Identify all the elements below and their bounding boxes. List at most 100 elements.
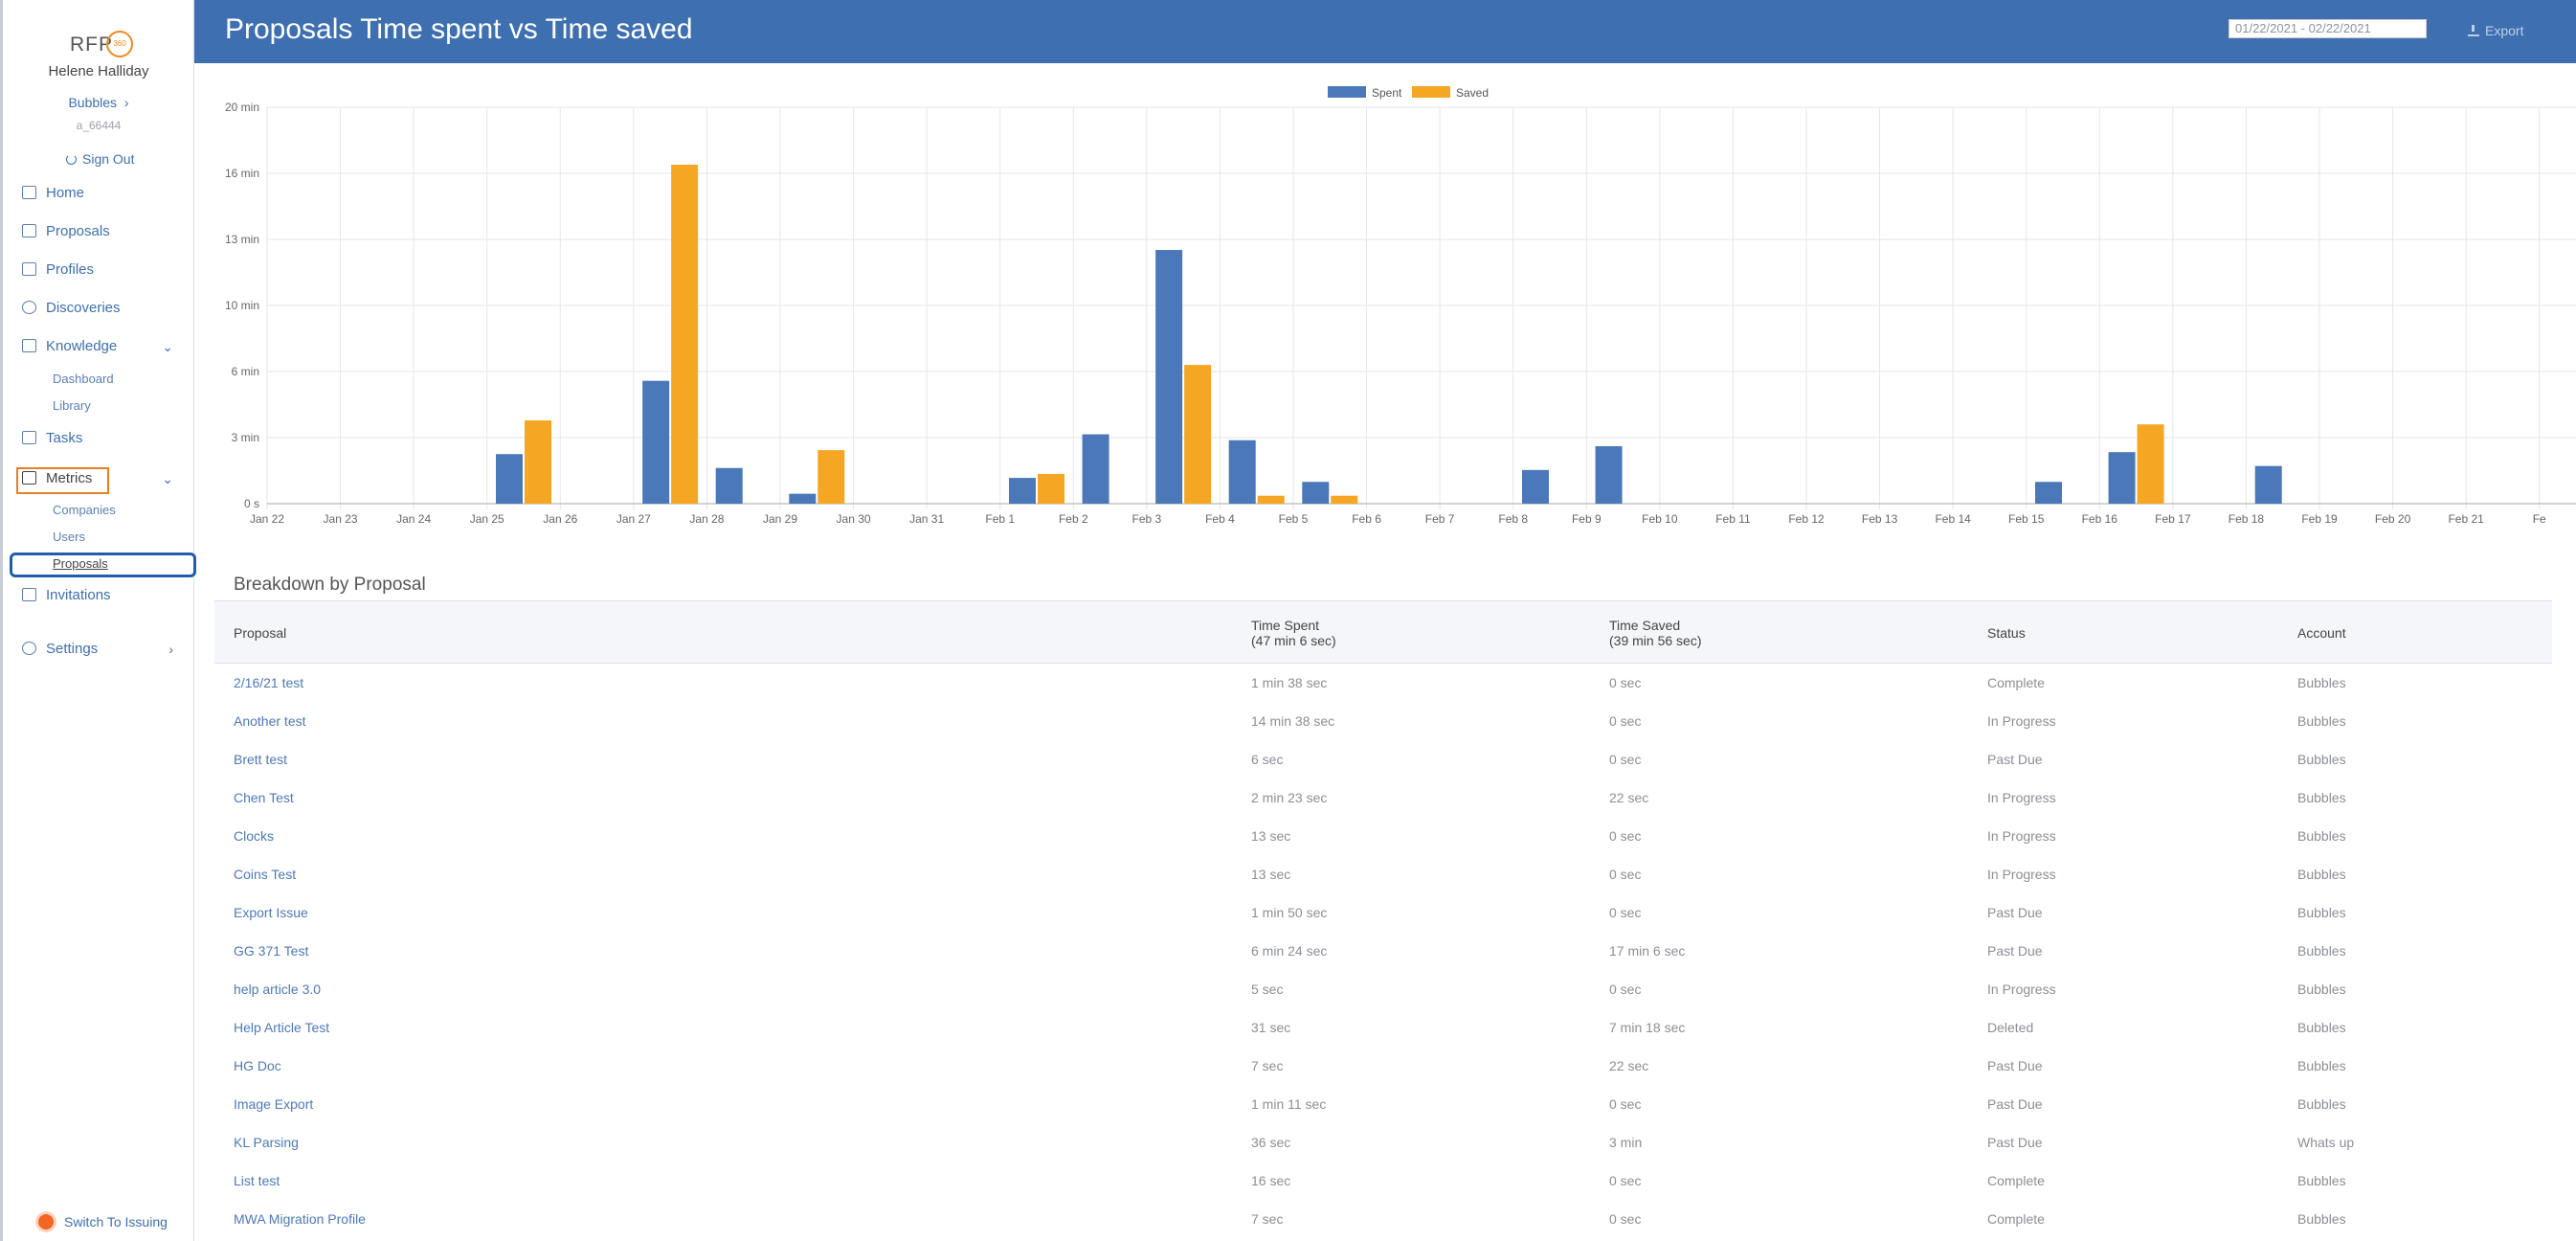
nav-metrics-proposals[interactable]: Proposals — [53, 556, 108, 571]
bar-saved[interactable] — [1331, 495, 1358, 504]
col-status[interactable]: Status — [1987, 625, 2026, 641]
proposal-link[interactable]: Clocks — [234, 828, 275, 844]
proposal-link[interactable]: KL Parsing — [234, 1135, 299, 1150]
bar-spent[interactable] — [789, 493, 817, 504]
bar-spent[interactable] — [1595, 445, 1623, 504]
bank-icon — [22, 339, 36, 352]
legend-label[interactable]: Saved — [1456, 86, 1489, 100]
nav-knowledge[interactable]: Knowledge ⌄ — [22, 333, 185, 360]
proposal-link[interactable]: Another test — [234, 713, 306, 729]
nav-discoveries[interactable]: Discoveries — [22, 295, 185, 322]
proposal-link[interactable]: GG 371 Test — [234, 943, 309, 959]
sign-out-link[interactable]: Sign Out — [66, 151, 134, 167]
bar-spent[interactable] — [1155, 250, 1183, 504]
col-time-spent[interactable]: Time Spent (47 min 6 sec) — [1251, 618, 1336, 648]
nav-knowledge-dashboard[interactable]: Dashboard — [53, 372, 114, 386]
nav-home[interactable]: Home — [22, 180, 185, 207]
proposal-link[interactable]: Brett test — [234, 752, 288, 767]
status-cell: Complete — [1987, 1173, 2045, 1188]
bar-spent[interactable] — [1302, 482, 1330, 504]
proposal-link[interactable]: help article 3.0 — [234, 982, 322, 997]
proposal-link[interactable]: Chen Test — [234, 790, 294, 805]
proposal-link[interactable]: MWA Migration Profile — [234, 1211, 366, 1227]
bar-spent[interactable] — [1082, 434, 1109, 504]
page-title: Proposals Time spent vs Time saved — [225, 13, 693, 45]
table-row[interactable]: KL Parsing 36 sec 3 min Past Due Whats up — [214, 1123, 2552, 1162]
nav-metrics-companies[interactable]: Companies — [53, 503, 116, 517]
account-cell: Bubbles — [2297, 1058, 2346, 1073]
legend-label[interactable]: Spent — [1372, 86, 1402, 100]
nav-knowledge-library[interactable]: Library — [53, 398, 91, 413]
rfp360-logo[interactable]: RFP 360 — [70, 31, 137, 59]
table-row[interactable]: 2/16/21 test 1 min 38 sec 0 sec Complete Bub… — [214, 664, 2552, 702]
bar-spent[interactable] — [1522, 469, 1549, 504]
bar-spent[interactable] — [715, 467, 743, 504]
table-row[interactable]: List test 16 sec 0 sec Complete Bubbles — [214, 1162, 2552, 1200]
nav-invitations[interactable]: Invitations — [22, 582, 185, 609]
account-switcher[interactable]: Bubbles › — [68, 95, 129, 110]
proposal-link[interactable]: Help Article Test — [234, 1020, 330, 1035]
x-tick-label: Feb 9 — [1572, 512, 1602, 526]
proposal-link[interactable]: HG Doc — [234, 1058, 281, 1073]
time-saved-cell: 0 sec — [1609, 1096, 1642, 1112]
table-row[interactable]: Clocks 13 sec 0 sec In Progress Bubbles — [214, 817, 2552, 855]
proposal-link[interactable]: List test — [234, 1173, 280, 1188]
bar-saved[interactable] — [1184, 365, 1212, 504]
bar-spent[interactable] — [496, 454, 523, 504]
table-row[interactable]: GG 371 Test 6 min 24 sec 17 min 6 sec Past … — [214, 932, 2552, 970]
chevron-right-icon[interactable]: › — [168, 642, 173, 657]
col-account[interactable]: Account — [2297, 625, 2346, 641]
nav-metrics-users[interactable]: Users — [53, 530, 85, 544]
account-cell: Bubbles — [2297, 1211, 2346, 1227]
chevron-down-icon[interactable]: ⌄ — [162, 471, 173, 486]
nav-tasks[interactable]: Tasks — [22, 425, 185, 452]
table-row[interactable]: Image Export 1 min 11 sec 0 sec Past Due Bub… — [214, 1085, 2552, 1123]
bar-spent[interactable] — [642, 380, 670, 504]
time-saved-cell: 0 sec — [1609, 713, 1642, 729]
bar-saved[interactable] — [671, 165, 699, 504]
bar-saved[interactable] — [1257, 495, 1285, 504]
table-row[interactable]: MWA Migration Profile 7 sec 0 sec Complete B… — [214, 1200, 2552, 1238]
proposal-link[interactable]: Export Issue — [234, 905, 308, 920]
bar-spent[interactable] — [1228, 440, 1256, 504]
nav-profiles[interactable]: Profiles — [22, 257, 185, 283]
legend-swatch-saved — [1412, 86, 1450, 98]
proposal-link[interactable]: 2/16/21 test — [234, 675, 304, 690]
chevron-down-icon[interactable]: ⌄ — [162, 339, 173, 354]
nav-settings[interactable]: Settings › — [22, 636, 185, 663]
bar-saved[interactable] — [2137, 424, 2164, 504]
table-row[interactable]: help article 3.0 5 sec 0 sec In Progress Bub… — [214, 970, 2552, 1008]
date-range-input[interactable]: 01/22/2021 - 02/22/2021 — [2229, 19, 2427, 38]
account-cell: Bubbles — [2297, 1096, 2346, 1112]
table-row[interactable]: Brett test 6 sec 0 sec Past Due Bubbles — [214, 740, 2552, 778]
x-tick-label: Feb 3 — [1132, 512, 1162, 526]
table-row[interactable]: Chen Test 2 min 23 sec 22 sec In Progress Bu… — [214, 778, 2552, 817]
bar-spent[interactable] — [2108, 452, 2136, 504]
bar-spent[interactable] — [1009, 478, 1036, 504]
table-row[interactable]: HG Doc 7 sec 22 sec Past Due Bubbles — [214, 1047, 2552, 1085]
table-row[interactable]: Coins Test 13 sec 0 sec In Progress Bubbles — [214, 855, 2552, 893]
switch-to-issuing-button[interactable]: Switch To Issuing — [35, 1211, 168, 1232]
proposal-link[interactable]: Coins Test — [234, 867, 297, 882]
bar-saved[interactable] — [818, 450, 845, 504]
bar-spent[interactable] — [2254, 465, 2282, 504]
gear-icon — [22, 642, 36, 655]
sidebar: RFP 360 Helene Halliday Bubbles › a_6644… — [0, 0, 196, 1241]
table-row[interactable]: Another test 14 min 38 sec 0 sec In Progres… — [214, 702, 2552, 740]
table-header: Proposal Time Spent (47 min 6 sec) Time S… — [214, 600, 2552, 664]
nav-proposals[interactable]: Proposals — [22, 218, 185, 245]
x-tick-label: Feb 13 — [1862, 512, 1898, 526]
bar-spent[interactable] — [2035, 482, 2062, 504]
col-time-saved[interactable]: Time Saved (39 min 56 sec) — [1609, 618, 1702, 648]
time-saved-cell: 0 sec — [1609, 675, 1642, 690]
nav-metrics[interactable]: Metrics ⌄ — [22, 465, 185, 492]
table-row[interactable]: Export Issue 1 min 50 sec 0 sec Past Due Bub… — [214, 893, 2552, 932]
export-button[interactable]: Export — [2468, 23, 2523, 38]
bar-saved[interactable] — [1038, 473, 1064, 504]
col-proposal[interactable]: Proposal — [234, 625, 287, 641]
x-tick-label: Feb 4 — [1205, 512, 1235, 526]
bar-saved[interactable] — [525, 420, 551, 504]
time-saved-cell: 7 min 18 sec — [1609, 1020, 1686, 1035]
proposal-link[interactable]: Image Export — [234, 1096, 314, 1112]
table-row[interactable]: Help Article Test 31 sec 7 min 18 sec Delet… — [214, 1008, 2552, 1047]
